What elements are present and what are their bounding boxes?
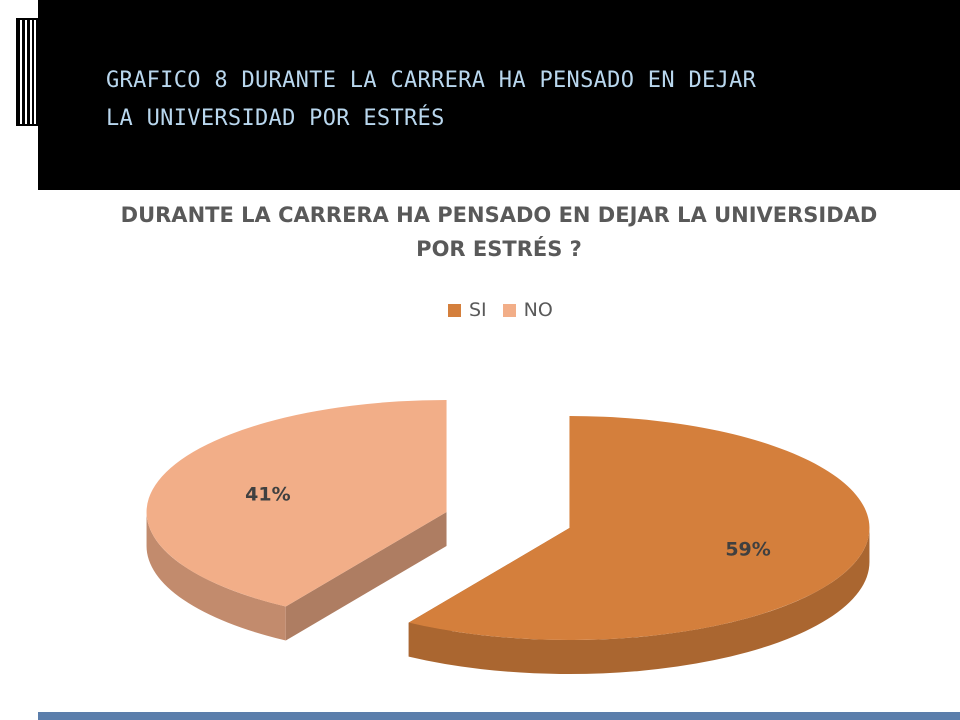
bars-logo-icon (16, 18, 38, 126)
legend-label-si: SI (469, 299, 487, 321)
slide-left-margin (0, 0, 38, 720)
chart-title-line-1: DURANTE LA CARRERA HA PENSADO EN DEJAR L… (120, 203, 878, 227)
pie-chart: DURANTE LA CARRERA HA PENSADO EN DEJAR L… (38, 190, 960, 710)
pie-slice-no-side-0 (285, 511, 447, 641)
slide-title-line-2: LA UNIVERSIDAD POR ESTRÉS (106, 106, 445, 131)
pie-slice-no (146, 399, 447, 607)
slide-header (38, 0, 960, 190)
chart-legend: SI NO (448, 298, 553, 322)
legend-item-no: NO (502, 299, 553, 321)
slide-title: GRAFICO 8 DURANTE LA CARRERA HA PENSADO … (106, 62, 926, 138)
pie-plot: 59% 41% (146, 399, 870, 675)
legend-swatch-si (448, 303, 461, 317)
legend-swatch-no (502, 303, 516, 317)
pie-slice-no-rim-0 (146, 511, 286, 641)
footer-bar (38, 712, 960, 720)
pie-label-no: 41% (245, 484, 290, 506)
pie-label-si: 59% (725, 538, 770, 560)
slide-title-line-1: GRAFICO 8 DURANTE LA CARRERA HA PENSADO … (106, 68, 757, 93)
legend-item-si: SI (448, 299, 487, 321)
chart-title-line-2: POR ESTRÉS ? (416, 237, 582, 261)
pie-slice-si (408, 416, 870, 641)
chart-title: DURANTE LA CARRERA HA PENSADO EN DEJAR L… (38, 198, 960, 266)
legend-label-no: NO (523, 299, 553, 321)
pie-slice-si-rim-0 (408, 528, 870, 675)
